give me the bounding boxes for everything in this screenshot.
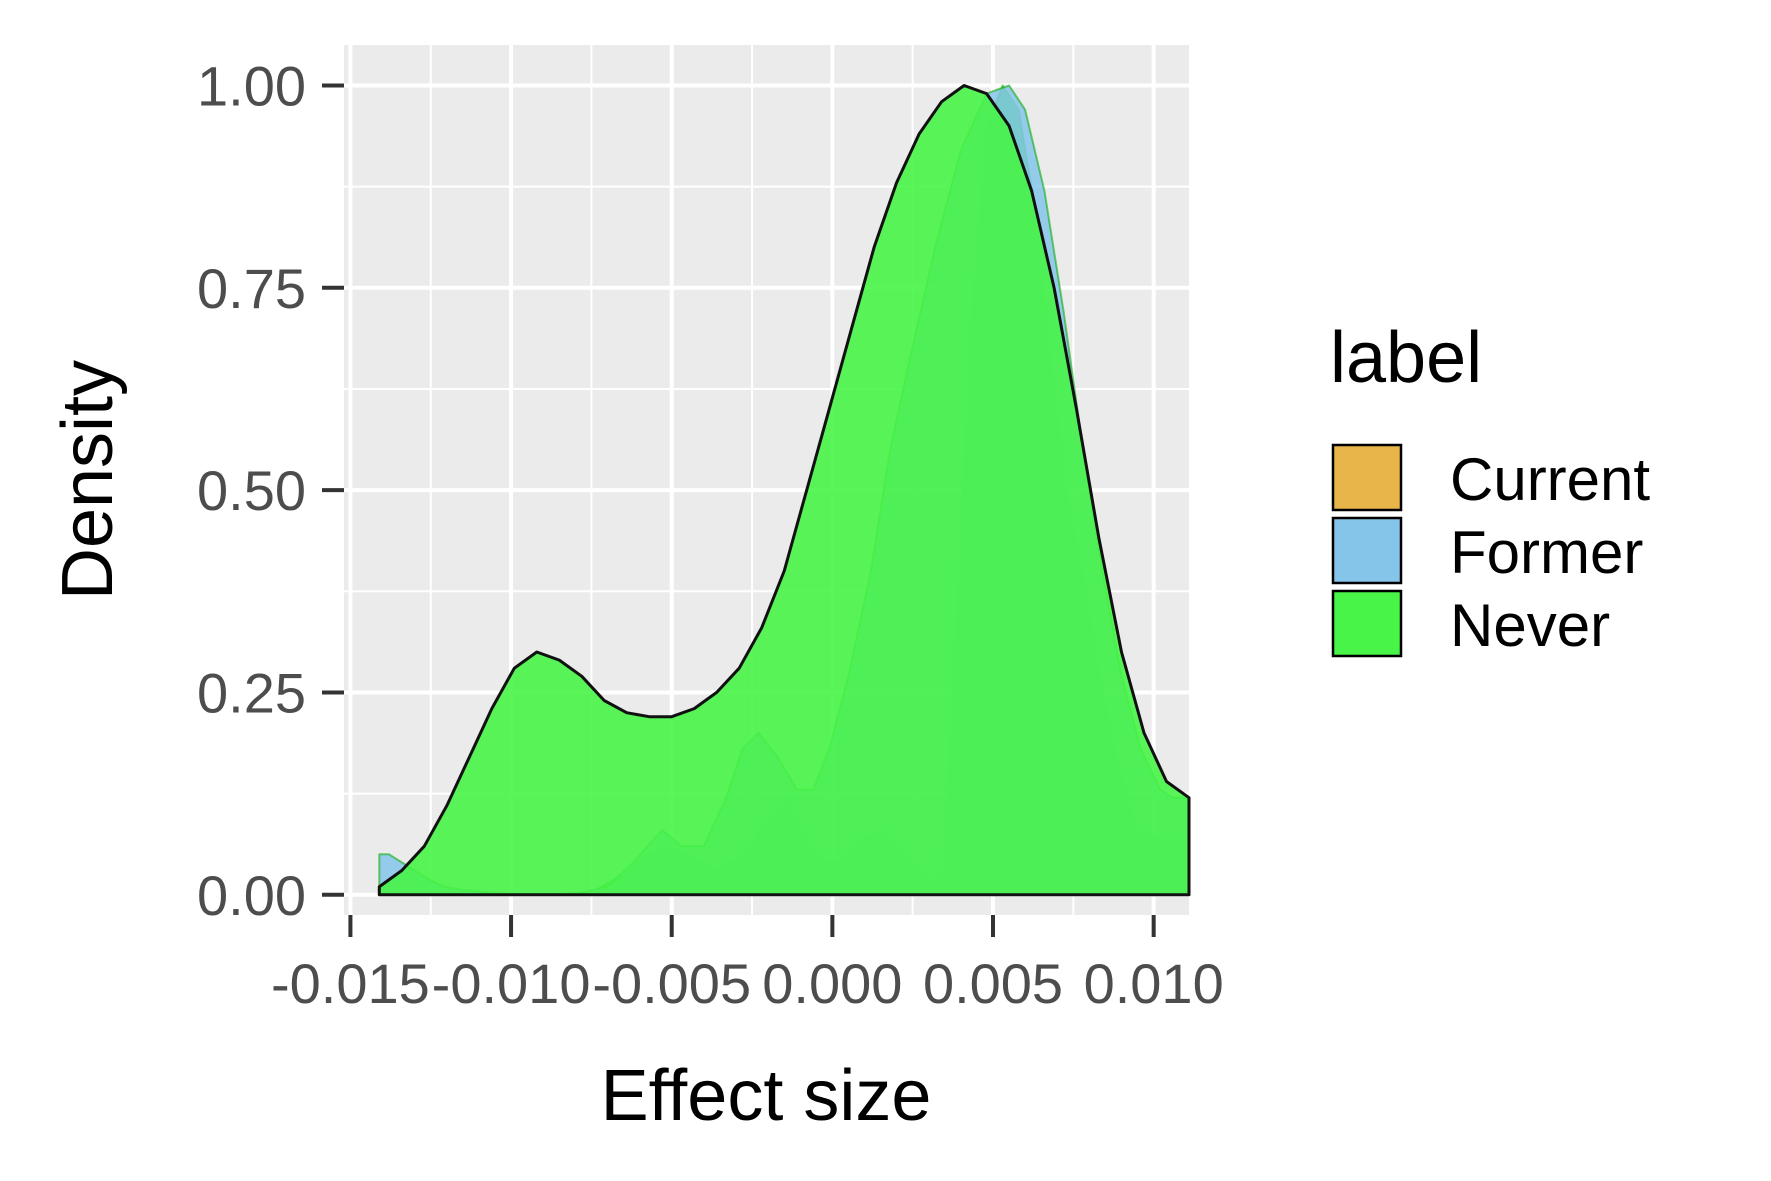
x-tick-label: 0.005 xyxy=(923,952,1063,1015)
density-area-never xyxy=(377,84,1191,897)
y-tick-label: 0.75 xyxy=(197,257,306,320)
x-axis: -0.015 -0.010 -0.005 0.000 0.005 0.010 xyxy=(271,915,1224,1015)
legend-key-former xyxy=(1331,516,1403,585)
y-axis: 0.00 0.25 0.50 0.75 1.00 xyxy=(197,54,344,927)
x-tick-label: -0.010 xyxy=(432,952,591,1015)
legend: label Current Former Never xyxy=(1330,318,1650,659)
x-tick-label: -0.015 xyxy=(271,952,430,1015)
x-axis-title: Effect size xyxy=(601,1056,932,1136)
legend-label-current: Current xyxy=(1450,446,1650,513)
legend-title: label xyxy=(1330,318,1482,398)
x-tick-label: -0.005 xyxy=(592,952,751,1015)
legend-key-never xyxy=(1331,589,1403,658)
y-axis-title: Density xyxy=(48,360,128,600)
x-tick-label: 0.010 xyxy=(1084,952,1224,1015)
y-tick-label: 0.25 xyxy=(197,661,306,724)
density-areas xyxy=(377,84,1191,897)
y-tick-label: 1.00 xyxy=(197,54,306,117)
x-tick-label: 0.000 xyxy=(762,952,902,1015)
y-tick-label: 0.50 xyxy=(197,459,306,522)
y-tick-label: 0.00 xyxy=(197,864,306,927)
legend-key-current xyxy=(1331,443,1403,512)
legend-label-former: Former xyxy=(1450,519,1643,586)
legend-label-never: Never xyxy=(1450,592,1610,659)
